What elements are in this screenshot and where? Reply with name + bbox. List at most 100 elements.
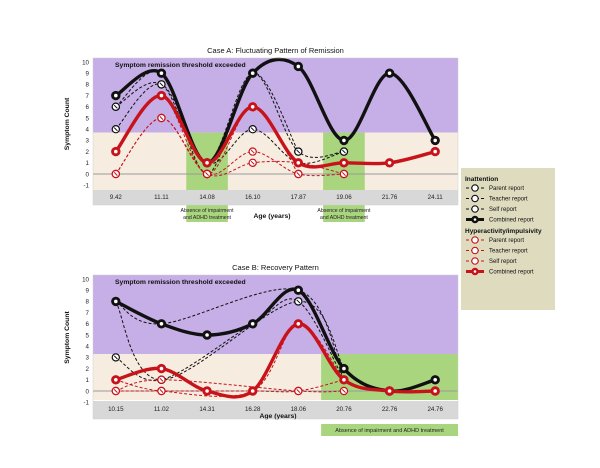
data-point-center <box>433 149 437 154</box>
legend-swatch-marker <box>471 205 479 213</box>
data-point-tick <box>341 149 346 154</box>
y-tick-label: -1 <box>83 400 89 407</box>
legend-swatch-marker <box>471 184 479 192</box>
data-point-center <box>342 161 346 165</box>
data-point <box>384 68 395 78</box>
data-point <box>430 146 440 157</box>
threshold-label: Symptom remission threshold exceeded <box>115 279 246 286</box>
x-tick-label: 24.76 <box>427 406 443 413</box>
x-axis-label: Age (years) <box>253 213 290 220</box>
data-point <box>111 375 121 385</box>
legend-hyperactivity-items: Parent report Teacher report Self report Co… <box>466 236 534 276</box>
legend: Inattention Parent report Teacher report S… <box>461 168 555 310</box>
legend-swatch-center <box>473 218 477 221</box>
x-tick-label: 16.28 <box>245 406 261 413</box>
plot-frame <box>92 57 459 206</box>
data-point <box>339 169 349 179</box>
legend-swatch-marker <box>471 257 479 265</box>
y-tick-label: 4 <box>86 127 90 134</box>
data-point <box>293 158 304 168</box>
legend-label: Combined report <box>489 270 534 276</box>
case-b-panel: Case B: Recovery Pattern Absence of impai… <box>64 263 459 436</box>
data-point <box>339 147 349 156</box>
chart-title: Case A: Fluctuating Pattern of Remission <box>207 46 344 55</box>
data-point-tick <box>113 104 118 109</box>
legend-item: Combined report <box>466 215 534 224</box>
data-point-tick <box>296 299 301 304</box>
legend-item: Self report <box>466 205 517 213</box>
data-point <box>247 102 258 112</box>
legend-label: Self report <box>489 207 517 213</box>
data-point <box>202 158 212 168</box>
data-point <box>248 124 257 134</box>
legend-label: Combined report <box>489 218 534 224</box>
y-tick-label: 8 <box>86 299 90 306</box>
y-tick-label: -1 <box>83 183 89 190</box>
data-point-tick <box>250 149 255 154</box>
data-point <box>202 330 212 340</box>
legend-swatch-center <box>473 270 477 273</box>
y-tick-label: 0 <box>86 171 90 178</box>
series-line <box>115 70 299 175</box>
data-point <box>294 386 303 396</box>
data-point <box>156 363 167 374</box>
data-point <box>339 158 349 168</box>
legend-label: Self report <box>489 259 517 265</box>
data-point-center <box>205 161 209 165</box>
threshold-band <box>93 275 458 355</box>
data-point-tick <box>296 389 301 393</box>
y-tick-label: 3 <box>86 138 90 145</box>
x-tick-label: 9.42 <box>110 194 123 201</box>
data-point <box>157 113 166 123</box>
data-point <box>111 124 121 134</box>
y-tick-label: 6 <box>86 321 90 328</box>
data-point-center <box>159 71 164 75</box>
x-tick-label: 18.06 <box>291 406 307 413</box>
data-point-center <box>433 378 437 382</box>
data-point <box>156 68 167 78</box>
data-point-tick <box>159 389 164 393</box>
data-point-center <box>114 299 118 304</box>
data-point <box>111 169 121 179</box>
remission-label-line: and ADHD treatment <box>320 215 368 221</box>
data-point <box>111 386 121 396</box>
data-point <box>294 147 303 156</box>
data-point-center <box>387 389 392 393</box>
legend-label: Parent report <box>489 186 524 192</box>
data-point-center <box>296 322 301 326</box>
data-point <box>248 158 257 167</box>
x-tick-label: 14.31 <box>199 406 215 413</box>
legend-item: Combined report <box>466 267 534 276</box>
remission-label-line: and ADHD treatment <box>183 215 231 221</box>
case-a-panel: Case A: Fluctuating Pattern of Remission… <box>64 46 459 222</box>
legend-swatch-marker <box>471 194 479 203</box>
plot-frame <box>92 274 459 420</box>
y-tick-label: 1 <box>86 377 90 384</box>
data-point-center <box>342 378 346 382</box>
data-point-center <box>159 366 164 371</box>
data-point <box>294 297 303 306</box>
y-tick-label: 8 <box>86 82 90 89</box>
y-tick-label: 0 <box>86 388 90 395</box>
data-point <box>111 90 121 101</box>
data-point-tick <box>205 172 210 176</box>
data-point <box>202 386 212 396</box>
data-point-tick <box>113 355 118 360</box>
data-point-center <box>296 288 301 293</box>
remission-label-box <box>321 424 458 436</box>
data-point-tick <box>341 389 346 393</box>
remission-label-line: Absence of impairment <box>317 208 371 214</box>
data-point <box>157 80 166 89</box>
x-axis-band <box>93 190 458 205</box>
remission-label: Absence of impairment and ADHD treatment <box>181 208 235 221</box>
data-point <box>157 386 166 396</box>
data-point <box>157 375 166 384</box>
y-tick-label: 1 <box>86 160 90 167</box>
data-point-tick <box>113 389 118 393</box>
y-tick-label: 6 <box>86 104 90 111</box>
data-point <box>430 386 440 396</box>
y-tick-label: 2 <box>86 366 90 373</box>
data-point-center <box>250 71 255 75</box>
